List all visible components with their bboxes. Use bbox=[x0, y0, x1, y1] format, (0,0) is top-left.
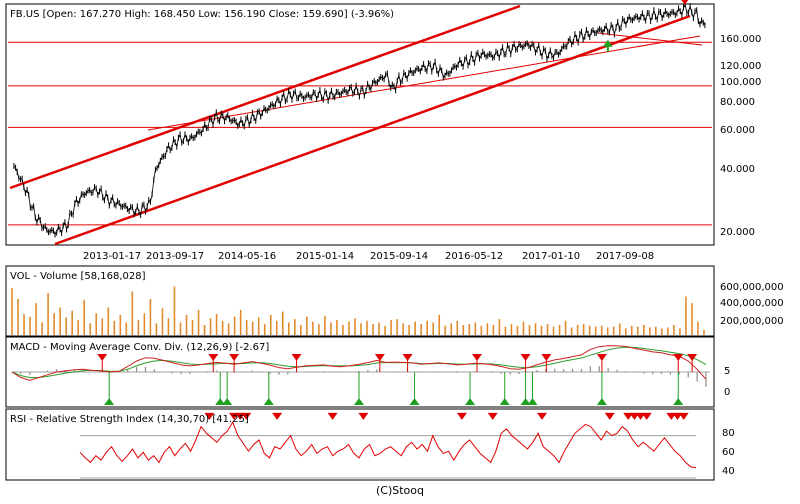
macd-sell-arrow bbox=[402, 354, 413, 361]
macd-signal-line bbox=[11, 346, 707, 378]
price-buy-arrow bbox=[602, 39, 613, 47]
macd-buy-arrow bbox=[409, 398, 420, 405]
volume-panel-title: VOL - Volume [58,168,028] bbox=[10, 271, 146, 282]
price-x-tick-2013-09-17: 2013-09-17 bbox=[146, 251, 204, 262]
rsi-sell-arrow bbox=[204, 412, 215, 420]
price-y-tick-80: 80.000 bbox=[720, 97, 755, 108]
macd-buy-arrow bbox=[527, 398, 538, 405]
rsi-sell-arrow bbox=[327, 412, 338, 420]
macd-sell-arrow bbox=[687, 354, 698, 361]
price-x-tick-2017-09-08: 2017-09-08 bbox=[596, 251, 654, 262]
volume-y-tick-600m: 600,000,000 bbox=[720, 282, 784, 293]
upper-channel-line bbox=[9, 4, 521, 190]
price-y-tick-120: 120.000 bbox=[720, 61, 761, 72]
volume-y-tick-200m: 200,000,000 bbox=[720, 316, 784, 327]
price-line bbox=[13, 3, 706, 236]
lower-channel-line bbox=[54, 14, 691, 246]
macd-buy-arrow bbox=[499, 398, 510, 405]
price-series bbox=[13, 1, 706, 238]
price-x-tick-2013-01-17: 2013-01-17 bbox=[83, 251, 141, 262]
price-x-tick-2015-01-14: 2015-01-14 bbox=[296, 251, 354, 262]
macd-buy-arrow bbox=[673, 398, 684, 405]
macd-buy-arrow bbox=[596, 398, 607, 405]
price-y-tick-60: 60.000 bbox=[720, 125, 755, 136]
volume-y-tick-400m: 400,000,000 bbox=[720, 298, 784, 309]
macd-sell-arrow bbox=[291, 354, 302, 361]
rsi-sell-arrow bbox=[678, 412, 689, 420]
price-x-tick-2017-01-10: 2017-01-10 bbox=[522, 251, 580, 262]
rsi-panel-frame bbox=[5, 408, 715, 481]
macd-sell-arrow bbox=[673, 354, 684, 361]
price-y-tick-160: 160.000 bbox=[720, 34, 761, 45]
price-sell-arrow bbox=[681, 0, 689, 5]
macd-sell-arrow bbox=[596, 354, 607, 361]
rsi-sell-arrow bbox=[456, 412, 467, 420]
rsi-sell-arrow bbox=[641, 412, 652, 420]
macd-sell-arrow bbox=[471, 354, 482, 361]
macd-panel-title: MACD - Moving Average Conv. Div. (12,26,… bbox=[10, 342, 269, 353]
price-x-tick-2014-05-16: 2014-05-16 bbox=[218, 251, 276, 262]
macd-buy-arrow bbox=[354, 398, 364, 405]
macd-buy-arrow bbox=[263, 398, 274, 405]
macd-y-tick-0: 0 bbox=[724, 387, 730, 398]
price-y-tick-40: 40.000 bbox=[720, 164, 755, 175]
macd-sell-arrow bbox=[97, 354, 108, 361]
macd-buy-arrow bbox=[520, 398, 531, 405]
price-y-tick-20: 20.000 bbox=[720, 227, 755, 238]
rsi-sell-arrow bbox=[487, 412, 498, 420]
rsi-sell-arrow bbox=[358, 412, 369, 420]
volume-panel-frame bbox=[5, 265, 715, 337]
macd-buy-arrow bbox=[104, 398, 115, 405]
rsi-y-tick-40: 40 bbox=[722, 466, 735, 477]
macd-sell-arrow bbox=[208, 354, 219, 361]
short-trend-line bbox=[597, 32, 703, 46]
rsi-sell-arrow bbox=[604, 412, 615, 420]
rsi-y-tick-60: 60 bbox=[722, 447, 735, 458]
rsi-sell-arrow bbox=[537, 412, 547, 420]
price-panel-title: FB.US [Open: 167.270 High: 168.450 Low: … bbox=[10, 9, 394, 20]
macd-buy-arrow bbox=[465, 398, 476, 405]
macd-sell-arrow bbox=[229, 354, 240, 361]
price-x-tick-2016-05-12: 2016-05-12 bbox=[445, 251, 503, 262]
macd-sell-arrow bbox=[374, 354, 385, 361]
price-y-tick-100: 100.000 bbox=[720, 77, 761, 88]
rsi-line bbox=[79, 421, 697, 469]
rsi-sell-arrow bbox=[272, 412, 283, 420]
macd-sell-arrow bbox=[541, 354, 552, 361]
macd-sell-arrow bbox=[520, 354, 531, 361]
macd-y-tick-5: 5 bbox=[724, 366, 730, 377]
macd-histogram bbox=[20, 366, 707, 387]
footer-copyright: (C)Stooq bbox=[375, 484, 424, 497]
macd-buy-arrow bbox=[222, 398, 233, 405]
macd-buy-arrow bbox=[215, 398, 226, 405]
macd-line bbox=[11, 345, 707, 381]
volume-series bbox=[11, 286, 705, 335]
rsi-y-tick-80: 80 bbox=[722, 428, 735, 439]
rsi-panel-title: RSI - Relative Strength Index (14,30,70)… bbox=[10, 414, 249, 425]
price-x-tick-2015-09-14: 2015-09-14 bbox=[370, 251, 428, 262]
rsi-sell-arrow bbox=[241, 412, 252, 420]
